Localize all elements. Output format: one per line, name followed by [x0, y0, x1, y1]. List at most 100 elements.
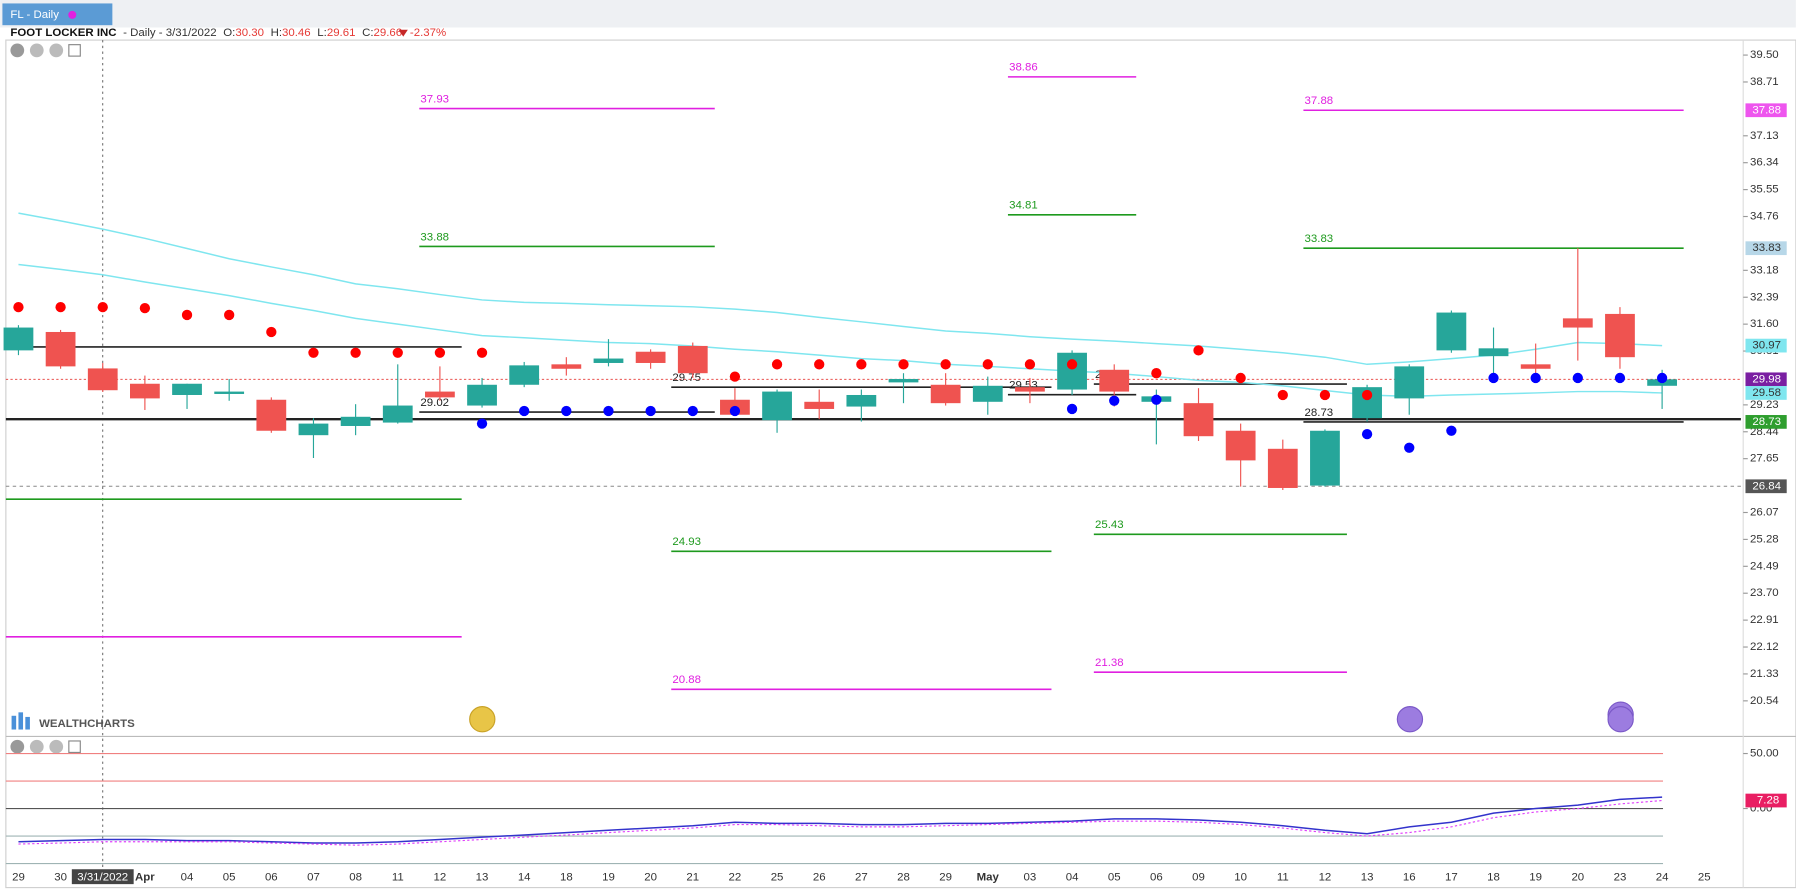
indicator-dot	[97, 301, 108, 313]
level-label: 33.88	[420, 231, 449, 243]
level-label: 37.93	[420, 93, 449, 105]
indicator-dot	[476, 347, 488, 358]
indicator-dot	[350, 347, 361, 358]
x-tick-label: May	[977, 871, 1000, 883]
price-tag-label: 29.58	[1752, 387, 1781, 399]
y-tick-label: 22.91	[1750, 614, 1779, 626]
indicator-dot	[13, 301, 24, 313]
open-key: O:	[223, 27, 235, 39]
candle-body	[846, 394, 877, 407]
tool-button[interactable]	[29, 739, 44, 754]
price-tag-label: 26.84	[1752, 480, 1781, 492]
moving-average-line	[18, 263, 1663, 398]
candle-body	[129, 383, 160, 399]
x-tick-label: 3/31/2022	[77, 871, 128, 883]
y-tick-label: 34.76	[1750, 211, 1779, 223]
candle-body	[1562, 318, 1593, 328]
indicator-dot	[1614, 372, 1626, 384]
candle-body	[425, 391, 455, 398]
indicator-dot	[1151, 368, 1162, 379]
indicator-dot	[224, 309, 235, 321]
price-tag	[1745, 372, 1787, 387]
candle-body	[1183, 403, 1214, 437]
indicator-dot	[1151, 394, 1162, 405]
event-icon[interactable]	[469, 706, 496, 733]
x-tick-label: 21	[686, 871, 699, 883]
y-tick-label: 36.34	[1750, 157, 1779, 169]
oscillator-tag	[1745, 793, 1787, 808]
indicator-dot	[392, 347, 403, 358]
tool-button[interactable]	[49, 739, 64, 754]
candle-body	[804, 401, 835, 409]
tool-button[interactable]	[68, 740, 81, 753]
oscillator-tag-label: 7.28	[1757, 795, 1779, 807]
close-key: C:	[362, 27, 373, 39]
x-tick-label: 05	[223, 871, 236, 883]
tool-button[interactable]	[68, 44, 81, 57]
candle-body	[593, 358, 624, 363]
candle-body	[172, 383, 202, 395]
indicator-dot	[687, 405, 698, 417]
toolbar	[10, 43, 81, 754]
x-tick-label: 30	[54, 871, 67, 883]
x-tick-label: 17	[1445, 871, 1458, 883]
x-tick-label: 24	[1656, 871, 1669, 883]
indicator-dot	[1404, 442, 1415, 453]
candle-body	[888, 378, 919, 383]
x-tick-label: 11	[392, 871, 404, 883]
low-value: 29.61	[327, 27, 356, 39]
change: -2.37%	[410, 27, 446, 39]
logo-bar	[11, 715, 17, 730]
indicator-dot	[1024, 359, 1036, 370]
tab-dot	[68, 10, 77, 19]
price-tag	[1745, 415, 1787, 429]
x-tick-label: 05	[1108, 871, 1121, 883]
header-info: - Daily - 3/31/2022	[123, 27, 216, 39]
indicator-dot	[1066, 359, 1078, 370]
tool-button[interactable]	[29, 43, 44, 58]
tool-button[interactable]	[10, 43, 25, 58]
y-tick-label: 23.70	[1750, 587, 1779, 599]
y-tick-label: 28.44	[1750, 426, 1779, 438]
tool-button[interactable]	[10, 739, 25, 754]
open-value: 30.30	[235, 27, 264, 39]
y-tick-label: 22.12	[1750, 641, 1779, 653]
x-tick-label: 25	[1698, 871, 1711, 883]
price-tag	[1745, 479, 1787, 494]
x-tick-label: 11	[1277, 871, 1289, 883]
indicator-dot	[1193, 345, 1204, 356]
candle-body	[1267, 448, 1298, 488]
indicator-dot	[856, 359, 867, 370]
y-tick-label: 21.33	[1750, 668, 1779, 680]
indicator-dot	[139, 302, 151, 314]
price-tag	[1745, 386, 1787, 400]
x-tick-label: 12	[1319, 871, 1332, 883]
level-label: 28.73	[1305, 407, 1334, 419]
event-icon[interactable]	[1607, 706, 1634, 733]
x-tick-label: 19	[1529, 871, 1542, 883]
indicator-dot	[561, 405, 572, 417]
x-tick-label: 19	[602, 871, 615, 883]
candle-body	[1015, 387, 1045, 392]
x-tick-label: 04	[1066, 871, 1079, 883]
level-label: 29.02	[420, 397, 449, 409]
tool-button[interactable]	[49, 43, 64, 58]
candle-body	[1520, 364, 1551, 369]
indicator-dot	[1656, 372, 1668, 384]
crosshair-date-bg	[71, 869, 134, 885]
x-tick-label: 20	[644, 871, 657, 883]
x-tick-label: 13	[476, 871, 489, 883]
price-tag	[1745, 241, 1787, 256]
x-tick-label: 08	[349, 871, 362, 883]
x-tick-label: 23	[1614, 871, 1627, 883]
indicator-dot	[603, 405, 614, 417]
candle-body	[382, 405, 413, 423]
x-tick-label: 29	[939, 871, 952, 883]
candle-body	[256, 399, 287, 431]
y-tick-label: 20.54	[1750, 695, 1779, 707]
chart-tab[interactable]	[2, 3, 113, 26]
indicator-dot	[814, 359, 825, 370]
event-icon[interactable]	[1396, 706, 1424, 733]
indicator-dot	[1235, 372, 1246, 384]
